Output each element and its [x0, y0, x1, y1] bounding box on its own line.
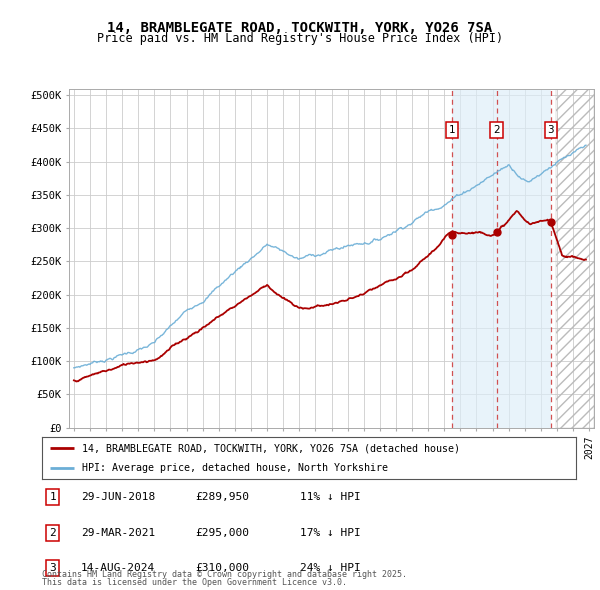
- Text: Price paid vs. HM Land Registry's House Price Index (HPI): Price paid vs. HM Land Registry's House …: [97, 32, 503, 45]
- Text: 29-MAR-2021: 29-MAR-2021: [81, 528, 155, 537]
- Text: 3: 3: [49, 563, 56, 573]
- Bar: [452, 88, 551, 428]
- Text: 14, BRAMBLEGATE ROAD, TOCKWITH, YORK, YO26 7SA (detached house): 14, BRAMBLEGATE ROAD, TOCKWITH, YORK, YO…: [82, 443, 460, 453]
- Text: HPI: Average price, detached house, North Yorkshire: HPI: Average price, detached house, Nort…: [82, 464, 388, 473]
- Text: 11% ↓ HPI: 11% ↓ HPI: [300, 493, 361, 502]
- Bar: [556, 88, 594, 428]
- Text: 3: 3: [547, 126, 554, 136]
- Text: £310,000: £310,000: [195, 563, 249, 573]
- Text: This data is licensed under the Open Government Licence v3.0.: This data is licensed under the Open Gov…: [42, 578, 347, 587]
- Text: 14, BRAMBLEGATE ROAD, TOCKWITH, YORK, YO26 7SA: 14, BRAMBLEGATE ROAD, TOCKWITH, YORK, YO…: [107, 21, 493, 35]
- Text: 1: 1: [449, 126, 455, 136]
- Text: £289,950: £289,950: [195, 493, 249, 502]
- Text: 2: 2: [493, 126, 500, 136]
- Text: 1: 1: [49, 493, 56, 502]
- Text: £295,000: £295,000: [195, 528, 249, 537]
- Text: 2: 2: [49, 528, 56, 537]
- Text: 24% ↓ HPI: 24% ↓ HPI: [300, 563, 361, 573]
- Text: 17% ↓ HPI: 17% ↓ HPI: [300, 528, 361, 537]
- Text: Contains HM Land Registry data © Crown copyright and database right 2025.: Contains HM Land Registry data © Crown c…: [42, 571, 407, 579]
- Text: 29-JUN-2018: 29-JUN-2018: [81, 493, 155, 502]
- Text: 14-AUG-2024: 14-AUG-2024: [81, 563, 155, 573]
